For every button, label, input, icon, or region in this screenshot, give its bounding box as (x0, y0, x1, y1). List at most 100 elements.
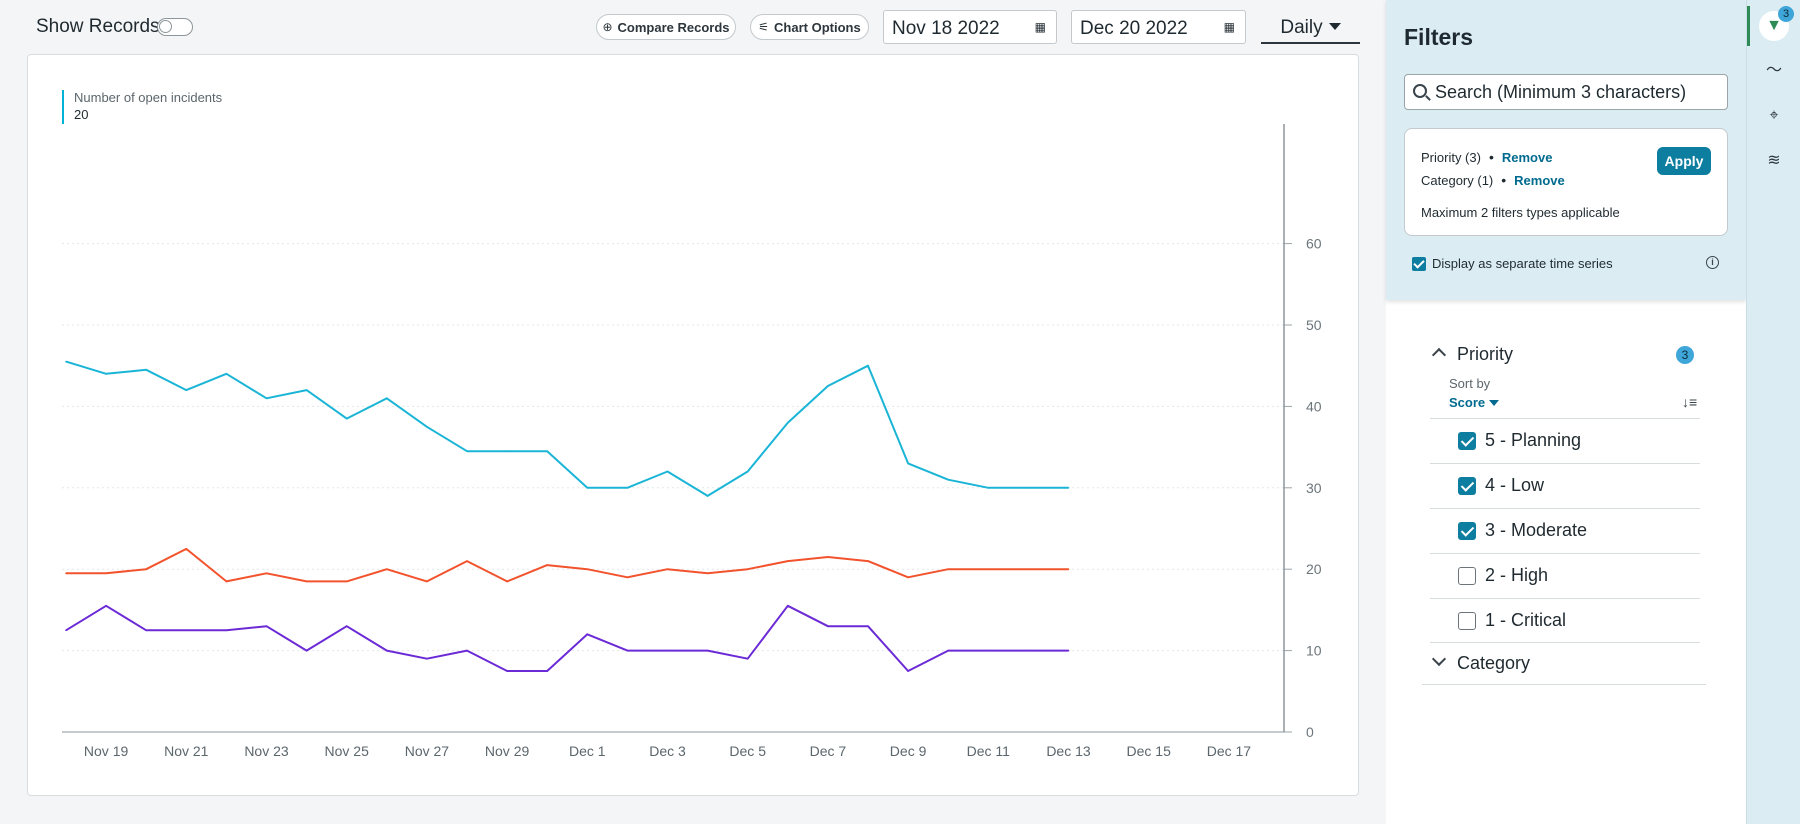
separate-series-checkbox[interactable] (1412, 256, 1426, 271)
sort-dropdown[interactable]: Score (1449, 395, 1500, 410)
option-label: 4 - Low (1485, 475, 1545, 495)
data-point (105, 572, 107, 575)
data-point (947, 478, 949, 481)
data-point (386, 568, 388, 570)
data-point (345, 580, 348, 583)
data-point (145, 629, 147, 632)
data-point (787, 560, 789, 562)
data-point (746, 470, 749, 473)
sort-order-icon[interactable]: ↓≡ (1682, 394, 1698, 410)
data-point (666, 470, 669, 473)
data-point (546, 564, 548, 566)
toggle-knob (159, 20, 172, 33)
crosshair-icon[interactable]: ⌖ (1769, 107, 1779, 124)
y-tick-label: 20 (1306, 561, 1322, 577)
bullet-separator: • (1501, 172, 1507, 188)
chevron-down-icon[interactable] (1431, 651, 1447, 667)
priority-option-4[interactable]: 4 - Low (1458, 475, 1544, 496)
panel-title: Filters (1404, 24, 1474, 50)
data-point (666, 568, 669, 570)
data-point (426, 580, 428, 583)
compare-records-button[interactable]: ⊕ Compare Records (596, 14, 736, 40)
priority-section-title[interactable]: Priority (1457, 344, 1514, 364)
activity-icon[interactable]: 〜 (1765, 62, 1782, 79)
show-records-toggle[interactable] (157, 18, 193, 36)
interval-value: Daily (1280, 17, 1323, 38)
data-point (506, 670, 508, 672)
x-tick-label: Nov 27 (405, 743, 450, 759)
category-section-title[interactable]: Category (1457, 653, 1531, 673)
max-filters-note: Maximum 2 filters types applicable (1421, 205, 1620, 220)
data-point (386, 397, 388, 400)
data-point (65, 572, 67, 575)
data-point (827, 625, 829, 627)
remove-category-link[interactable]: Remove (1514, 173, 1565, 188)
checkbox[interactable] (1458, 611, 1476, 630)
end-date-field[interactable]: Dec 20 2022 ▦ (1071, 10, 1246, 44)
data-point (907, 576, 909, 579)
data-point (426, 425, 428, 428)
priority-option-3[interactable]: 3 - Moderate (1458, 520, 1587, 541)
data-point (706, 495, 709, 497)
data-point (787, 421, 789, 424)
data-point (105, 373, 107, 375)
priority-option-2[interactable]: 2 - High (1458, 565, 1548, 586)
checkbox[interactable] (1458, 566, 1476, 585)
data-point (1027, 487, 1030, 489)
info-icon[interactable]: i (1706, 256, 1719, 269)
chart-options-label: Chart Options (774, 19, 861, 35)
chart-options-button[interactable]: ⚟ Chart Options (750, 14, 869, 40)
data-point (265, 397, 268, 400)
series-line-3 (65, 604, 1069, 672)
checkbox[interactable] (1458, 521, 1476, 540)
remove-priority-link[interactable]: Remove (1501, 150, 1553, 165)
data-point (907, 670, 909, 672)
x-tick-label: Dec 17 (1207, 743, 1252, 759)
data-point (947, 568, 949, 570)
data-point (947, 649, 949, 652)
data-point (867, 364, 869, 367)
separate-series-option[interactable]: Display as separate time series (1412, 256, 1613, 271)
calendar-icon[interactable]: ▦ (1034, 20, 1046, 34)
x-tick-label: Dec 7 (810, 743, 847, 759)
x-tick-label: Nov 23 (244, 743, 289, 759)
option-label: 5 - Planning (1485, 430, 1582, 450)
x-tick-label: Dec 5 (729, 743, 766, 759)
data-point (506, 580, 508, 583)
checkbox[interactable] (1458, 431, 1476, 450)
data-point (345, 625, 348, 627)
threshold-icon[interactable]: ≋ (1767, 152, 1781, 169)
data-point (145, 568, 147, 570)
calendar-icon[interactable]: ▦ (1223, 20, 1235, 34)
caret-down-icon (1328, 23, 1341, 30)
y-tick-label: 10 (1306, 643, 1322, 659)
start-date-field[interactable]: Nov 18 2022 ▦ (883, 10, 1057, 44)
sort-by-label: Sort by (1449, 376, 1491, 391)
series-line-2 (66, 547, 1069, 583)
divider (1430, 508, 1700, 509)
data-point (626, 487, 629, 489)
interval-dropdown[interactable]: Daily (1261, 10, 1360, 44)
active-filter-priority: Priority (3) • Remove (1421, 149, 1552, 165)
priority-option-5[interactable]: 5 - Planning (1458, 430, 1581, 451)
search-input[interactable]: Search (Minimum 3 characters) (1404, 74, 1728, 110)
filter-count-badge: 3 (1778, 6, 1794, 22)
compare-records-label: Compare Records (617, 19, 730, 35)
divider (1430, 642, 1700, 643)
y-tick-label: 50 (1306, 317, 1322, 333)
data-point (586, 487, 589, 489)
y-tick-label: 60 (1306, 236, 1322, 252)
chevron-up-icon[interactable] (1431, 347, 1447, 363)
priority-option-1[interactable]: 1 - Critical (1458, 610, 1566, 631)
data-point (787, 605, 789, 607)
data-point (907, 462, 909, 465)
x-tick-label: Dec 9 (890, 743, 927, 759)
data-point (506, 450, 508, 452)
apply-button[interactable]: Apply (1657, 147, 1711, 175)
show-records-label: Show Records (36, 16, 160, 37)
checkbox[interactable] (1458, 476, 1476, 495)
data-point (626, 576, 629, 579)
sliders-icon: ⚟ (758, 20, 770, 34)
data-point (345, 417, 348, 420)
data-point (1067, 568, 1070, 570)
